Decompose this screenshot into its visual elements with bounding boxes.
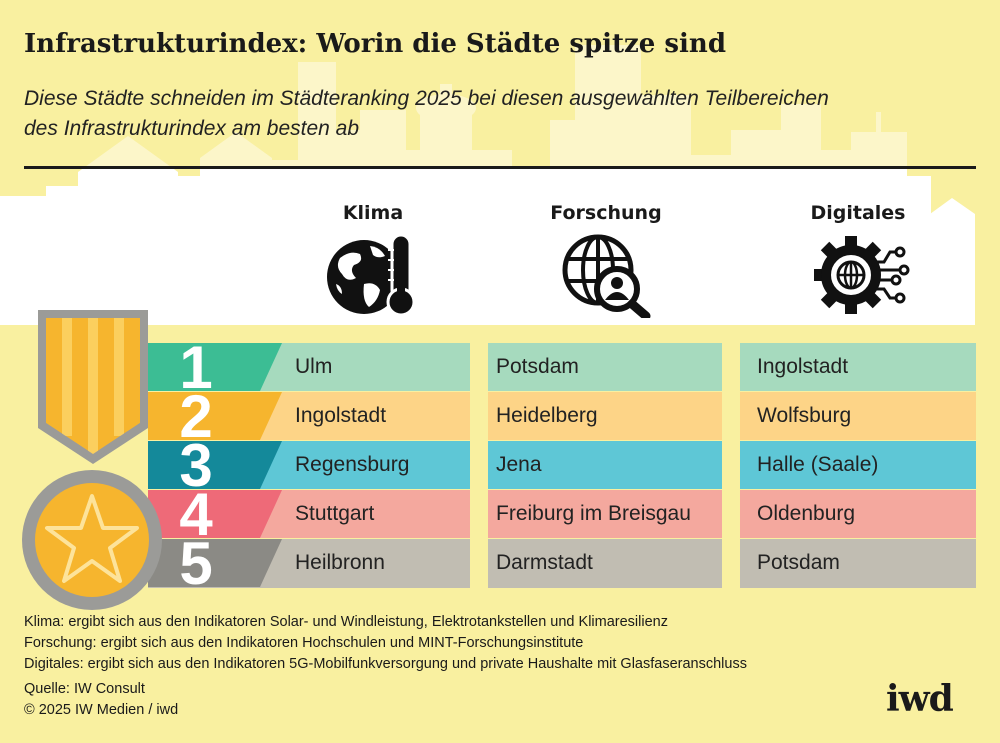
column-header-digitales: Digitales (810, 202, 906, 224)
digitales-rank-1-cell: Ingolstadt (740, 343, 976, 391)
globe-thermometer-icon (327, 233, 416, 317)
city-name: Ulm (295, 355, 333, 378)
klima-rank-5-cell: 5 Heilbronn (148, 530, 470, 597)
column-header-forschung: Forschung (550, 202, 662, 224)
footnote-digitales: Digitales: ergibt sich aus den Indikator… (24, 656, 747, 672)
forschung-rank-2-cell: Heidelberg (488, 392, 722, 440)
city-name: Freiburg im Breisgau (496, 502, 691, 525)
city-name: Halle (Saale) (757, 453, 879, 476)
city-name: Heidelberg (496, 404, 598, 427)
forschung-rank-5-cell: Darmstadt (488, 539, 722, 588)
rank-number: 2 (179, 383, 213, 450)
city-name: Potsdam (496, 355, 579, 378)
rank-number: 5 (179, 530, 213, 597)
digitales-rank-2-cell: Wolfsburg (740, 392, 976, 440)
klima-rank-2-cell: 2 Ingolstadt (148, 383, 470, 450)
medal-star-icon (22, 310, 162, 610)
gear-circuit-icon (814, 236, 910, 314)
city-name: Regensburg (295, 453, 410, 476)
forschung-rank-3-cell: Jena (488, 441, 722, 489)
rank-band (148, 490, 282, 538)
rank-band (148, 392, 282, 440)
page-title: Infrastrukturindex: Worin die Städte spi… (24, 29, 726, 59)
rank-number: 3 (179, 432, 213, 499)
forschung-rank-1-cell: Potsdam (488, 343, 722, 391)
footnote-forschung: Forschung: ergibt sich aus den Indikator… (24, 635, 584, 651)
globe-magnifier-icon (562, 234, 651, 318)
city-name: Wolfsburg (757, 404, 852, 427)
copyright-note: © 2025 IW Medien / iwd (24, 702, 179, 718)
klima-rank-1-cell: 1 Ulm (148, 334, 470, 401)
digitales-rank-4-cell: Oldenburg (740, 490, 976, 538)
klima-rank-3-cell: 3 Regensburg (148, 432, 470, 499)
city-name: Jena (496, 453, 542, 476)
footnote-klima: Klima: ergibt sich aus den Indikatoren S… (24, 614, 668, 630)
iwd-logo: iwd (886, 678, 954, 720)
rank-band (148, 441, 282, 489)
city-name: Stuttgart (295, 502, 375, 525)
column-header-klima: Klima (342, 202, 404, 224)
rank-number: 4 (179, 481, 213, 548)
city-name: Heilbronn (295, 551, 385, 574)
city-name: Oldenburg (757, 502, 856, 525)
city-name: Ingolstadt (757, 355, 849, 378)
rank-band (148, 539, 282, 587)
rank-number: 1 (179, 334, 213, 401)
digitales-rank-5-cell: Potsdam (740, 539, 976, 588)
title-divider (24, 166, 976, 169)
source-note: Quelle: IW Consult (24, 681, 145, 697)
city-name: Potsdam (757, 551, 840, 574)
city-name: Darmstadt (496, 551, 593, 574)
rank-band (148, 343, 282, 391)
city-name: Ingolstadt (295, 404, 387, 427)
subtitle-line-1: Diese Städte schneiden im Städteranking … (24, 87, 829, 110)
forschung-rank-4-cell: Freiburg im Breisgau (488, 490, 722, 538)
klima-rank-4-cell: 4 Stuttgart (148, 481, 470, 548)
subtitle-line-2: des Infrastrukturindex am besten ab (24, 117, 360, 140)
digitales-rank-3-cell: Halle (Saale) (740, 441, 976, 489)
